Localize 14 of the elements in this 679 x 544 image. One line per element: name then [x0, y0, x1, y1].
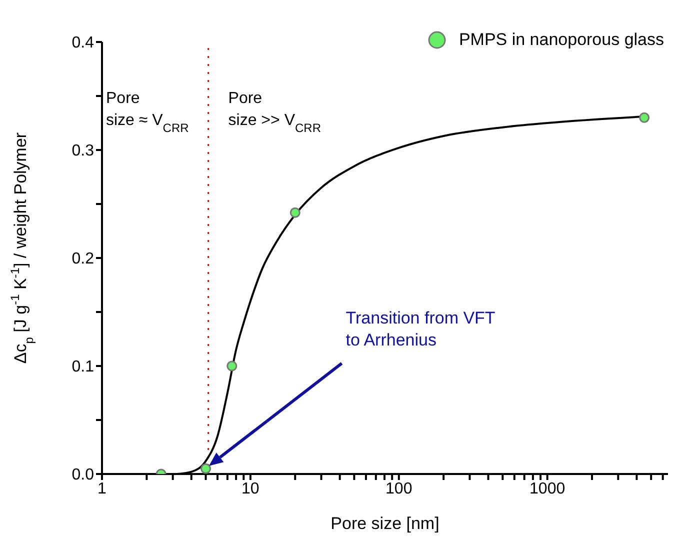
annotation: Pore size ≈ V$_{CRR}$	[106, 90, 190, 135]
x-tick-label: 100	[386, 480, 412, 498]
annotation: Pore size >> V$_{CRR}$	[228, 90, 322, 135]
x-tick-label: 1000	[530, 480, 566, 498]
x-tick-label: 10	[242, 480, 260, 498]
annotation: Transition from VFT to Arrhenius	[346, 308, 496, 350]
y-tick-label: 0.3	[72, 142, 94, 160]
y-tick-label: 0.4	[72, 34, 94, 52]
y-tick-label: 0.0	[72, 466, 94, 484]
legend-label: PMPS in nanoporous glass	[458, 30, 664, 50]
x-axis-title: Pore size [nm]	[330, 514, 440, 533]
y-tick-label: 0.2	[72, 250, 94, 268]
y-tick-label: 0.1	[72, 358, 94, 376]
x-tick-label: 1	[98, 480, 107, 498]
